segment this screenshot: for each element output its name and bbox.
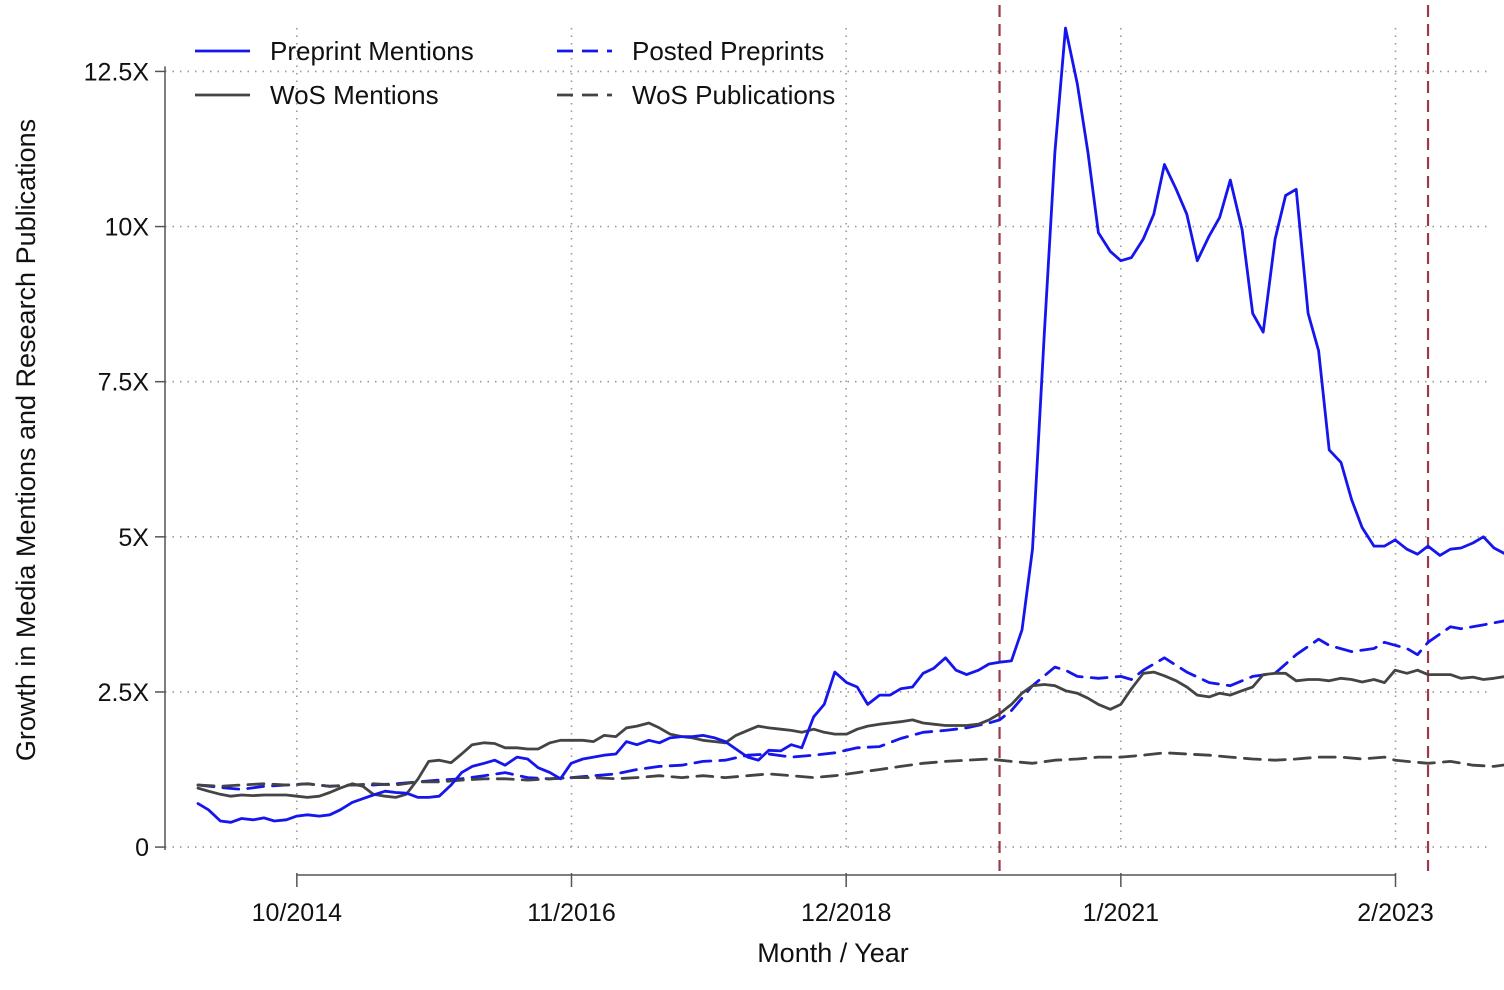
series-preprint-mentions xyxy=(196,26,1504,824)
y-tick-label: 10X xyxy=(105,214,150,242)
legend-label: WoS Mentions xyxy=(270,80,439,110)
x-tick-label: 11/2016 xyxy=(527,899,616,927)
y-axis-title: Growth in Media Mentions and Research Pu… xyxy=(11,119,41,761)
x-tick-label: 10/2014 xyxy=(252,899,342,927)
x-axis-title: Month / Year xyxy=(757,938,909,968)
y-tick-label: 0 xyxy=(135,834,149,862)
y-tick-label: 2.5X xyxy=(98,679,150,707)
x-tick-label: 2/2023 xyxy=(1357,899,1433,927)
gridlines xyxy=(165,28,1490,850)
legend-label: WoS Publications xyxy=(632,80,835,110)
event-lines xyxy=(998,5,1430,871)
legend-label: Posted Preprints xyxy=(632,36,824,66)
x-tick-label: 12/2018 xyxy=(801,899,891,927)
y-tick-label: 7.5X xyxy=(98,369,150,397)
series-wos-publications xyxy=(196,751,1504,788)
y-tick-label: 12.5X xyxy=(84,58,150,86)
series-wos-mentions xyxy=(196,668,1504,799)
x-tick-label: 1/2021 xyxy=(1083,899,1159,927)
axes: 0 2.5X 5X 7.5X 10X 12.5X 10/2014 11/2016 12/2018… xyxy=(84,58,1434,927)
legend: Preprint Mentions Posted Preprints WoS Men… xyxy=(195,36,835,110)
y-tick-label: 5X xyxy=(118,524,149,552)
legend-label: Preprint Mentions xyxy=(270,36,474,66)
series-posted-preprints xyxy=(196,619,1504,791)
series-lines xyxy=(196,26,1504,824)
